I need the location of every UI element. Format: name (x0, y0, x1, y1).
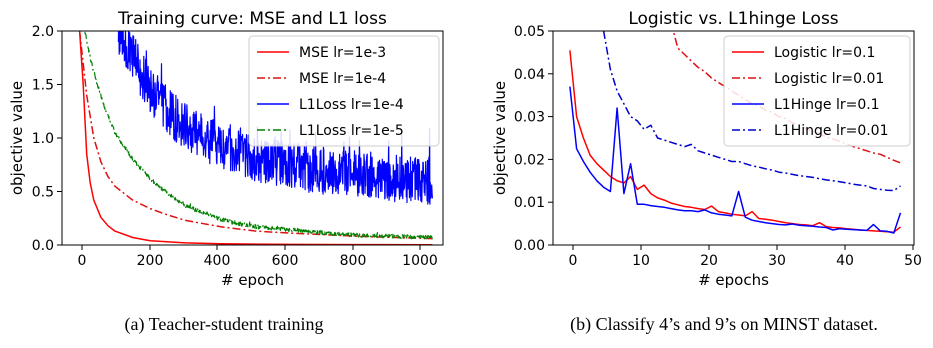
y-tick-label: 0.0 (32, 238, 54, 254)
legend: MSE lr=1e-3 MSE lr=1e-4 L1Loss lr=1e-4 L1Lo… (248, 35, 440, 147)
y-axis-label: objective value (8, 81, 26, 195)
legend-label: Logistic lr=0.01 (774, 71, 884, 87)
y-tick-label: 0.02 (514, 152, 545, 168)
chart-title: Training curve: MSE and L1 loss (117, 9, 387, 29)
x-tick-label: 0 (78, 253, 87, 269)
y-tick-label: 0.04 (514, 67, 545, 83)
y-tick-label: 1.0 (32, 131, 54, 147)
legend-label: MSE lr=1e-3 (299, 45, 386, 61)
x-tick-label: 10 (632, 253, 650, 269)
plot-frame (552, 30, 915, 246)
series-line (78, 31, 433, 245)
legend-box (248, 35, 440, 147)
legend-label: L1Loss lr=1e-5 (299, 123, 404, 139)
legend-label: L1Loss lr=1e-4 (299, 97, 404, 113)
x-axis-label: # epochs (698, 271, 769, 289)
y-axis-label: objective value (491, 81, 509, 195)
series-line (84, 31, 433, 240)
y-tick-label: 2.0 (32, 24, 54, 40)
x-tick-label: 800 (340, 253, 367, 269)
series-line (672, 31, 901, 164)
figure-caption: (b) Classify 4’s and 9’s on MINST datase… (570, 314, 878, 335)
legend-label: Logistic lr=0.1 (774, 45, 875, 61)
x-tick-label: 600 (272, 253, 299, 269)
y-tick-label: 0.01 (514, 195, 545, 211)
legend: Logistic lr=0.1 Logistic lr=0.01 L1Hinge l… (723, 35, 911, 147)
x-tick-label: 0 (569, 253, 578, 269)
x-tick-label: 30 (768, 253, 786, 269)
legend-label: L1Hinge lr=0.1 (774, 97, 880, 113)
x-tick-label: 400 (204, 253, 231, 269)
series-group (569, 31, 902, 234)
legend-box (723, 35, 911, 147)
figure-caption: (a) Teacher-student training (125, 314, 324, 335)
x-tick-label: 20 (700, 253, 718, 269)
series-line (569, 86, 902, 234)
series-line (78, 31, 433, 240)
y-tick-label: 0.00 (514, 238, 545, 254)
legend-label: L1Hinge lr=0.01 (774, 123, 889, 139)
x-axis-label: # epoch (221, 271, 284, 289)
x-tick-label: 50 (904, 253, 922, 269)
y-tick-label: 0.5 (32, 185, 54, 201)
chart-panel-2: Logistic vs. L1hinge Loss 0 10 20 30 40 50 0.00… (491, 9, 922, 335)
legend-label: MSE lr=1e-4 (299, 71, 386, 87)
series-line (117, 31, 433, 205)
x-tick-label: 200 (137, 253, 164, 269)
chart-panel-1: Training curve: MSE and L1 loss 0 200 400 60… (8, 9, 444, 335)
chart-title: Logistic vs. L1hinge Loss (628, 9, 838, 29)
x-tick-label: 40 (836, 253, 854, 269)
x-tick-label: 1000 (402, 253, 438, 269)
y-tick-label: 0.03 (514, 110, 545, 126)
y-tick-label: 0.05 (514, 24, 545, 40)
y-tick-label: 1.5 (32, 78, 54, 94)
series-group (78, 31, 433, 245)
